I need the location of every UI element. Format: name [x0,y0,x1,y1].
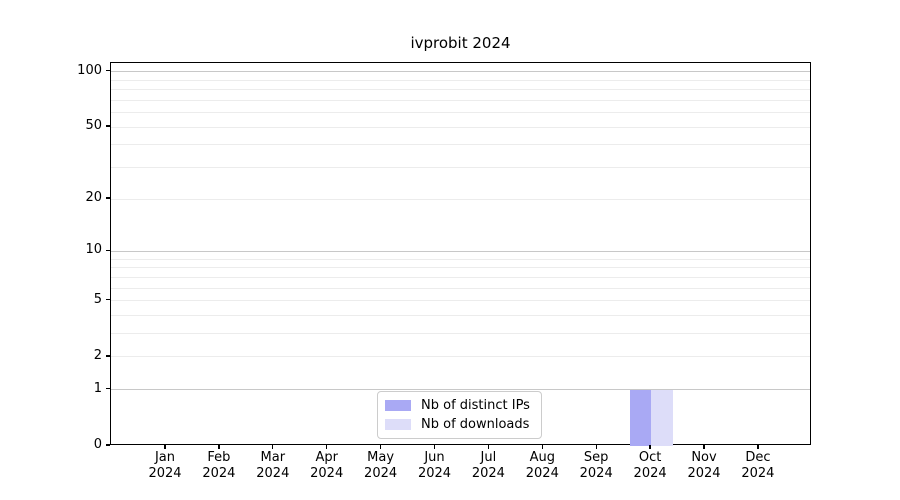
x-tick-label-aug: Aug 2024 [525,450,559,481]
x-tick-label-oct: Oct 2024 [633,450,667,481]
y-tick-mark [106,197,110,199]
gridline-minor [111,126,810,128]
y-tick-label: 10 [85,242,102,258]
x-tick-mark [649,445,651,449]
gridline-minor [111,258,810,260]
gridline-minor [111,79,810,81]
y-tick-label: 20 [85,190,102,205]
gridline-minor [111,356,810,358]
y-tick-mark [106,444,110,446]
gridline-minor [111,276,810,278]
gridline-minor [111,333,810,335]
y-tick-mark [106,355,110,357]
y-tick-label: 100 [77,62,102,78]
gridline-minor [111,300,810,302]
x-tick-label-mar: Mar 2024 [256,450,290,481]
y-tick-mark [106,125,110,127]
y-tick-mark [106,69,110,72]
x-tick-label-jul: Jul 2024 [471,450,505,481]
gridline-minor [111,88,810,90]
legend-item: Nb of distinct IPs [385,398,533,413]
y-tick-label: 1 [93,380,102,396]
y-tick-label: 0 [93,437,102,452]
x-tick-mark [164,445,166,449]
gridline-minor [111,287,810,289]
gridline-major [111,389,810,391]
x-tick-mark [218,445,220,449]
gridline-minor [111,198,810,200]
x-tick-mark [487,445,490,449]
x-tick-label-jun: Jun 2024 [417,450,452,481]
x-tick-label-apr: Apr 2024 [310,450,344,481]
x-tick-mark [703,445,705,449]
legend-label: Nb of distinct IPs [421,398,530,413]
x-tick-label-dec: Dec 2024 [741,450,775,481]
gridline-minor [111,99,810,101]
x-tick-label-sep: Sep 2024 [579,450,613,481]
x-tick-label-feb: Feb 2024 [202,450,236,481]
gridline-minor [111,166,810,168]
bar-nb-of-downloads [651,389,673,446]
gridline-major [111,71,810,73]
y-tick-mark [106,388,110,390]
bar-nb-of-distinct-ips [629,389,652,446]
gridline-minor [111,144,810,146]
x-tick-label-nov: Nov 2024 [687,450,721,481]
legend-swatch-icon [385,400,411,411]
y-tick-label: 5 [93,291,102,307]
legend-swatch-icon [385,419,411,430]
x-tick-label-may: May 2024 [364,450,398,481]
x-tick-mark [541,445,543,449]
gridline-minor [111,314,810,316]
gridline-major [111,250,810,252]
x-tick-mark [757,445,759,449]
gridline-minor [111,267,810,269]
chart-title: ivprobit 2024 [410,34,511,52]
x-tick-mark [379,445,382,449]
legend-label: Nb of downloads [421,417,530,432]
y-tick-mark [106,298,110,301]
legend-item: Nb of downloads [385,417,533,432]
x-tick-mark [326,445,328,449]
x-tick-mark [433,445,436,449]
plot-area [110,62,811,446]
x-tick-label-jan: Jan 2024 [148,450,182,481]
y-tick-label: 50 [85,118,102,134]
y-tick-label: 2 [93,347,102,363]
x-tick-mark [272,445,274,449]
y-tick-mark [106,249,110,252]
gridline-minor [111,112,810,113]
x-tick-mark [595,445,597,449]
legend: Nb of distinct IPs Nb of downloads [377,391,542,439]
